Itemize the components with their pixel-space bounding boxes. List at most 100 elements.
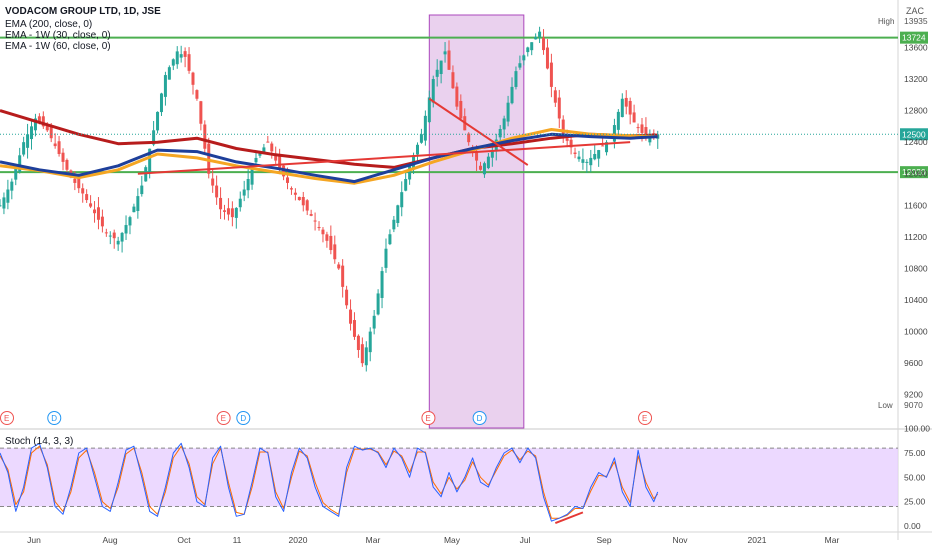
candle-body [561, 119, 565, 135]
candle-body [325, 234, 329, 241]
event-badge-2 [216, 411, 231, 425]
candle-body [246, 178, 250, 191]
candle-body [400, 192, 404, 208]
candle-body [53, 143, 57, 147]
stoch-tick-0: 0.00 [904, 521, 921, 531]
candle-body [223, 210, 226, 212]
candle-body [408, 165, 412, 180]
candle-body [116, 240, 120, 245]
event-label-4: E [425, 414, 430, 423]
candle-body [451, 72, 455, 89]
candle-body [293, 192, 297, 195]
chart-title: VODACOM GROUP LTD, 1D, JSE [5, 6, 161, 17]
candle-body [6, 189, 10, 203]
candle-body [45, 125, 49, 131]
indicator-ema30w-label: EMA - 1W (30, close, 0) [5, 30, 111, 41]
candle-body [538, 31, 542, 37]
candle-body [120, 232, 124, 242]
event-label-5: D [477, 414, 483, 423]
candles [0, 26, 660, 372]
indicator-ema200-label: EMA (200, close, 0) [5, 19, 93, 30]
high-marker-value: 13935 [904, 16, 928, 26]
candle-body [341, 265, 345, 287]
candle-body [589, 157, 593, 166]
candle-body [415, 144, 419, 155]
high-marker-label: High [878, 17, 894, 26]
last-price-label: 12500 [902, 129, 926, 139]
highlight-box [428, 14, 525, 429]
level-label-13724: 13724 [902, 33, 926, 43]
candle-body [510, 86, 514, 104]
x-tick-2: Oct [177, 535, 191, 545]
candle-body [498, 129, 502, 138]
stoch-title: Stoch (14, 3, 3) [5, 436, 74, 447]
candle-body [238, 198, 242, 208]
candle-body [207, 143, 211, 174]
candle-body [542, 37, 546, 51]
candle-body [226, 208, 230, 215]
candle-body [530, 42, 534, 51]
candle-body [230, 208, 234, 218]
event-badge-3 [236, 411, 251, 425]
candle-body [77, 177, 81, 189]
candle-body [490, 150, 494, 158]
candle-body [136, 196, 140, 211]
candle-body [349, 309, 353, 324]
candle-body [112, 232, 116, 239]
event-label-1: D [51, 414, 57, 423]
candle-body [22, 142, 26, 155]
level-tag-13724 [900, 31, 928, 44]
candle-body [61, 152, 65, 162]
candle-body [152, 130, 156, 145]
candle-body [18, 155, 22, 172]
candle-body [333, 244, 337, 260]
candle-body [305, 200, 309, 211]
candle-body [439, 60, 443, 75]
stoch-tick-50: 50.00 [904, 472, 926, 482]
candle-body [585, 161, 589, 163]
y-tick-13600: 13600 [904, 42, 928, 52]
candle-body [73, 178, 77, 183]
candle-body [640, 124, 644, 133]
candle-body [10, 181, 14, 191]
indicator-ema60w-label: EMA - 1W (60, close, 0) [5, 41, 111, 52]
candle-body [364, 347, 368, 366]
candle-body [506, 102, 510, 122]
trend-line-0 [137, 141, 631, 175]
candle-body [447, 50, 451, 70]
candle-body [242, 189, 246, 196]
candle-body [624, 97, 628, 107]
x-tick-11: Mar [825, 535, 840, 545]
candle-body [443, 51, 447, 55]
candle-body [479, 165, 483, 170]
y-tick-9200: 9200 [904, 390, 923, 400]
candle-body [345, 289, 349, 306]
candle-body [140, 185, 144, 195]
candle-body [628, 100, 632, 115]
candle-body [270, 143, 274, 152]
candle-body [404, 178, 408, 191]
candle-body [128, 217, 132, 226]
candle-body [250, 168, 254, 185]
candle-body [329, 235, 333, 251]
stoch-k-line [0, 442, 659, 522]
candle-body [522, 55, 526, 61]
candle-body [144, 167, 148, 182]
candle-body [156, 111, 160, 131]
candle-body [396, 205, 400, 224]
candle-body [171, 59, 175, 66]
candle-body [569, 139, 573, 148]
candle-body [384, 248, 388, 268]
y-tick-11600: 11600 [904, 200, 927, 210]
candle-body [167, 67, 171, 80]
candle-body [565, 138, 569, 141]
candle-body [30, 126, 34, 140]
candle-body [601, 145, 605, 147]
candle-body [254, 157, 258, 163]
level-label-12020: 12020 [902, 167, 926, 177]
candle-body [597, 150, 601, 159]
candle-body [644, 127, 648, 139]
candle-body [41, 116, 45, 127]
candle-body [258, 152, 262, 156]
candle-body [57, 141, 61, 154]
